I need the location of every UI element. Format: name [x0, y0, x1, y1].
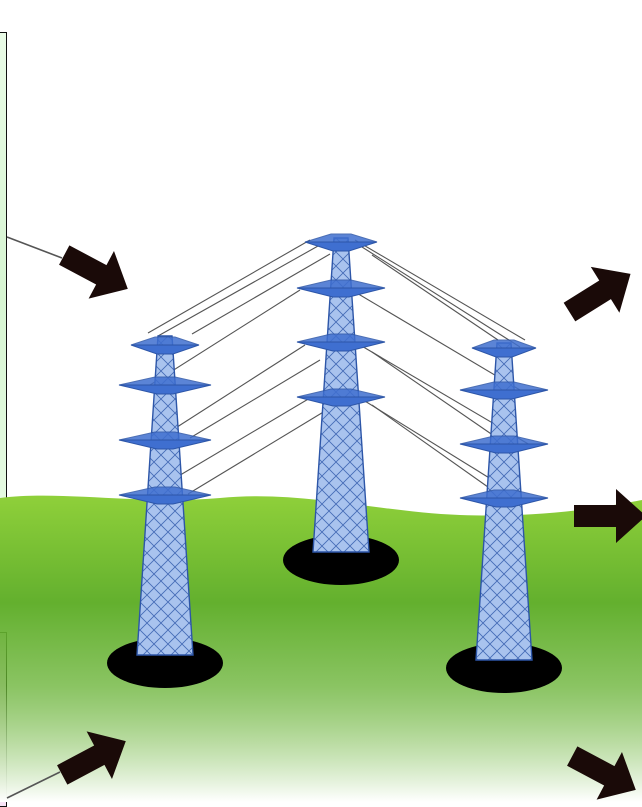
- tower-right: [446, 339, 562, 693]
- crossarm: [296, 287, 386, 298]
- tower-center: [283, 233, 399, 585]
- crossarm: [118, 384, 212, 395]
- arrow-top-left: [59, 245, 128, 299]
- tower-center-shadow: [283, 535, 399, 585]
- crossarm: [459, 497, 549, 508]
- tower-right-shadow: [446, 643, 562, 693]
- arrow-middle-right: [574, 489, 642, 543]
- crossarm-top: [459, 489, 549, 499]
- crossarm: [296, 341, 386, 352]
- connector-lines: [6, 236, 63, 799]
- crossarm-top: [459, 435, 549, 445]
- crossarm-top: [118, 376, 212, 386]
- crossarm-top: [296, 388, 386, 398]
- crossarm: [471, 347, 537, 358]
- arrow-bottom-left: [57, 731, 126, 785]
- crossarm-top: [459, 381, 549, 391]
- tower-left-shadow: [107, 638, 223, 688]
- crossarm-top: [296, 333, 386, 343]
- crossarm-top: [304, 233, 378, 243]
- crossarm: [296, 396, 386, 407]
- crossarm: [459, 389, 549, 400]
- arrow-top-right: [563, 266, 631, 322]
- crossarm-top: [118, 486, 212, 496]
- crossarm-top: [130, 336, 200, 346]
- tower-left: [107, 335, 223, 688]
- arrow-bottom-right: [567, 746, 636, 800]
- crossarm-top: [296, 279, 386, 289]
- crossarm-top: [118, 431, 212, 441]
- crossarm: [459, 443, 549, 454]
- crossarm-top: [471, 339, 537, 349]
- crossarm: [130, 344, 200, 355]
- crossarm: [118, 439, 212, 450]
